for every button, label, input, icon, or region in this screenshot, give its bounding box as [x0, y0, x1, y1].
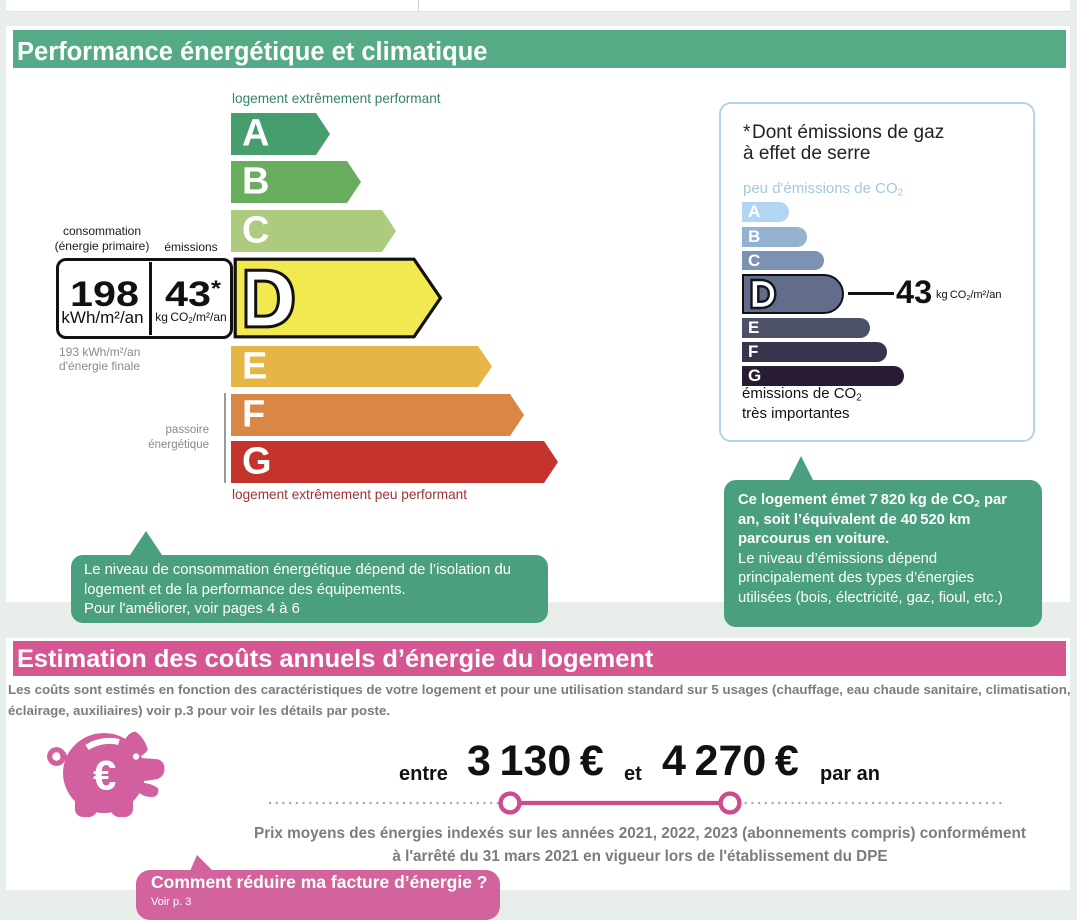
svg-text:€: €	[93, 752, 116, 799]
